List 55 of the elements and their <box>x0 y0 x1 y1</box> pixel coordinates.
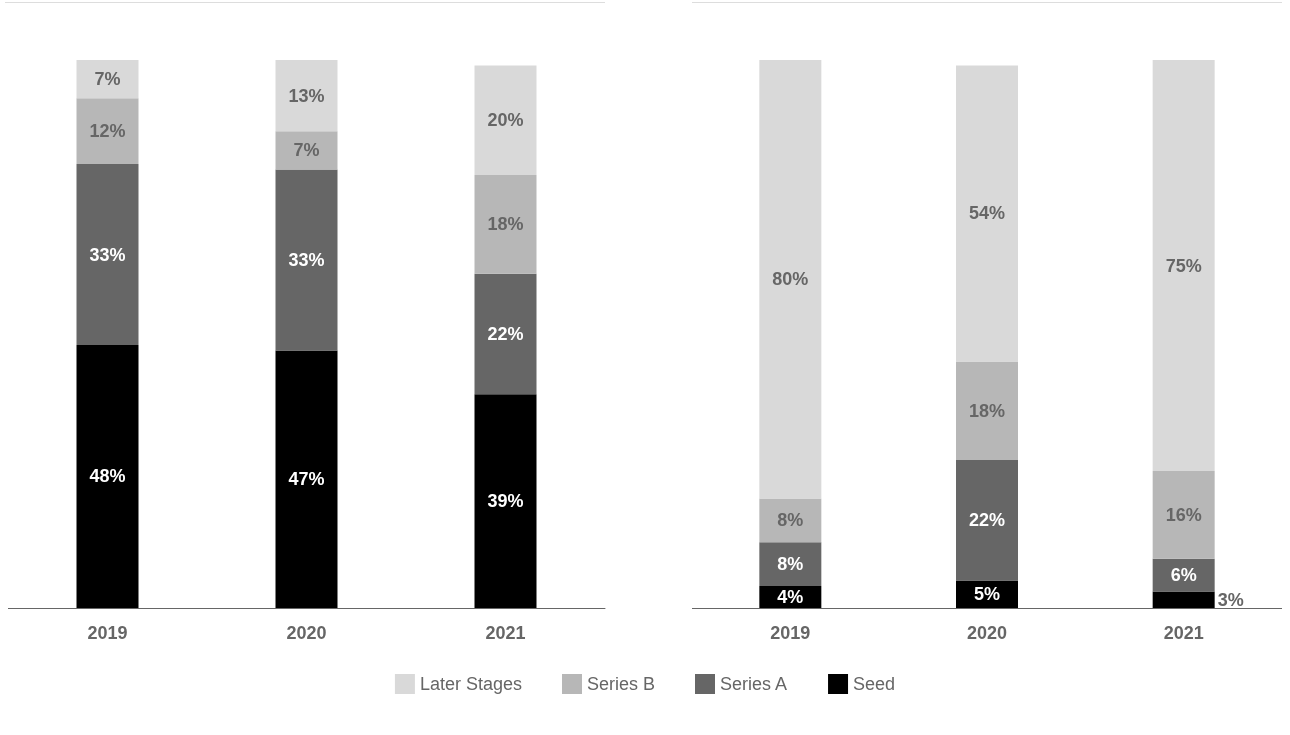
data-label: 18% <box>487 214 524 235</box>
bar <box>275 60 338 132</box>
bar <box>76 60 139 99</box>
bar <box>76 344 139 608</box>
data-label: 22% <box>487 324 524 344</box>
x-tick-label: 2020 <box>286 623 327 643</box>
data-label: 33% <box>89 244 126 265</box>
bar <box>275 169 338 351</box>
data-label: 16% <box>1165 504 1202 525</box>
data-label: 8% <box>777 510 804 531</box>
bar <box>76 98 139 165</box>
legend-label: Series B <box>586 674 656 694</box>
data-label: 6% <box>1170 565 1197 586</box>
bar <box>759 542 822 587</box>
bar <box>759 498 822 543</box>
data-label: 8% <box>777 554 804 575</box>
data-label: 5% <box>973 584 1001 605</box>
data-label: 7% <box>94 69 121 90</box>
bar <box>474 65 537 176</box>
data-label: 33% <box>288 250 325 271</box>
data-label: 20% <box>487 110 524 131</box>
data-label: 48% <box>89 466 126 487</box>
x-tick-label: 2020 <box>966 623 1008 643</box>
data-label: 12% <box>89 121 126 142</box>
data-label: 7% <box>293 140 320 161</box>
bar <box>956 361 1018 461</box>
legend-label: Later Stages <box>419 674 522 694</box>
bar <box>1152 60 1215 471</box>
bar <box>1152 471 1215 559</box>
data-label: 47% <box>288 469 325 490</box>
bar <box>759 60 822 499</box>
bar <box>275 131 338 170</box>
bar <box>76 164 139 345</box>
data-label: 22% <box>968 510 1006 531</box>
data-label: 75% <box>1165 255 1202 276</box>
x-tick-label: 2021 <box>1163 623 1204 643</box>
data-label: 54% <box>968 203 1006 224</box>
data-label: 80% <box>772 269 809 290</box>
x-tick-label: 2021 <box>485 623 526 643</box>
bar <box>956 65 1018 362</box>
legend-label: Seed <box>853 674 896 694</box>
legend-label: Series A <box>720 674 788 694</box>
x-tick-label: 2019 <box>87 623 128 643</box>
data-label: 4% <box>777 587 804 608</box>
bar <box>956 460 1018 581</box>
data-label: 18% <box>968 400 1006 421</box>
data-label: 39% <box>487 491 524 512</box>
bar <box>474 273 537 395</box>
x-tick-label: 2019 <box>770 623 811 643</box>
bar <box>474 394 537 608</box>
bar <box>474 175 537 274</box>
data-label: 3% <box>1217 589 1244 610</box>
bar <box>275 350 338 608</box>
bar <box>1152 591 1215 608</box>
data-label: 13% <box>288 85 325 106</box>
